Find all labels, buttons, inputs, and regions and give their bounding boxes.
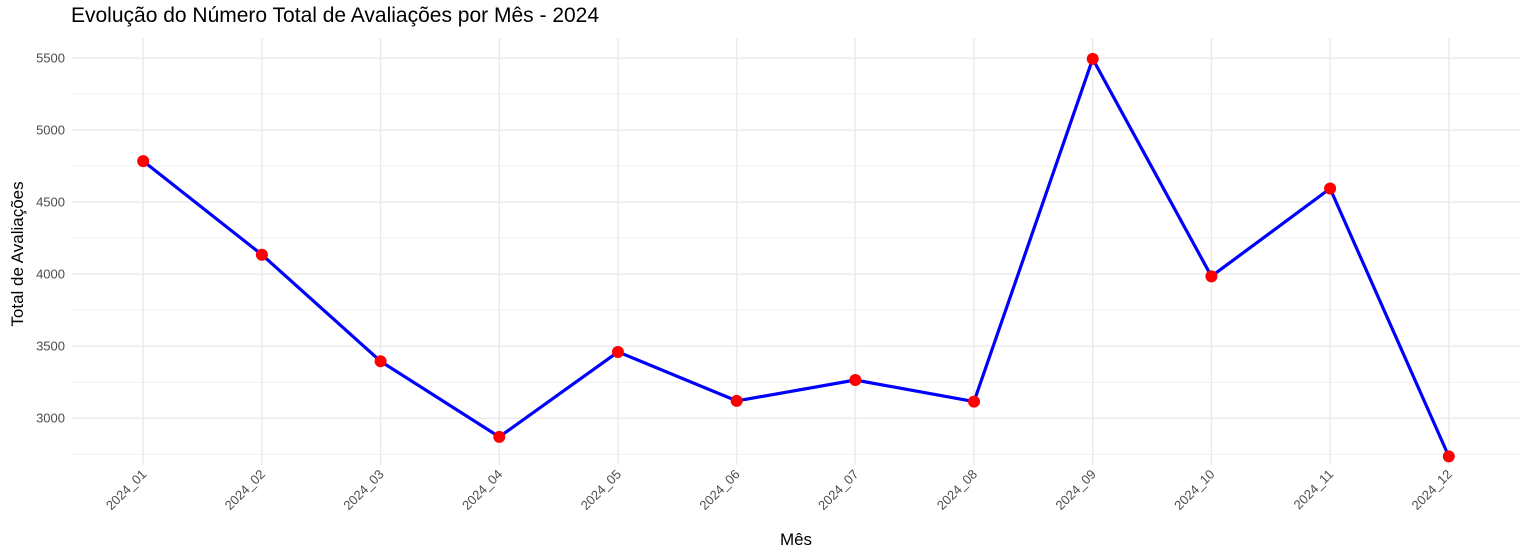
data-point-2024_07 [849,374,862,387]
data-point-2024_01 [137,155,150,168]
data-point-2024_08 [968,395,981,408]
data-point-2024_06 [730,394,743,407]
x-tick-label-2024_03: 2024_03 [340,467,386,513]
y-tick-label: 4000 [36,267,65,282]
y-tick-label: 3000 [36,411,65,426]
grid-lines [72,38,1520,465]
data-point-2024_02 [255,248,268,261]
y-tick-label: 5500 [36,51,65,66]
x-tick-label-2024_11: 2024_11 [1291,467,1337,513]
x-axis-title: Mês [780,530,812,549]
data-point-2024_12 [1442,450,1455,463]
x-tick-label-2024_08: 2024_08 [934,467,980,513]
y-axis-title: Total de Avaliações [8,181,27,326]
x-tick-label-2024_01: 2024_01 [103,467,149,513]
x-tick-label-2024_06: 2024_06 [696,467,742,513]
series-lines [142,57,1451,458]
x-tick-label-2024_04: 2024_04 [459,467,505,513]
x-tick-label-2024_12: 2024_12 [1409,467,1455,513]
x-tick-label-2024_05: 2024_05 [578,467,624,513]
data-point-2024_10 [1205,270,1218,283]
y-tick-label: 3500 [36,339,65,354]
y-tick-label: 4500 [36,195,65,210]
y-tick-label: 5000 [36,123,65,138]
series-line [142,57,1451,458]
y-tick-labels: 3000 3500 4000 4500 5000 5500 [36,51,65,426]
x-tick-label-2024_09: 2024_09 [1052,467,1098,513]
x-tick-label-2024_02: 2024_02 [222,467,268,513]
x-tick-labels: 2024_01 2024_02 2024_03 2024_04 2024_05 2024_… [103,467,1455,513]
chart-title: Evolução do Número Total de Avaliações p… [71,4,600,27]
x-tick-label-2024_07: 2024_07 [815,467,861,513]
x-tick-label-2024_10: 2024_10 [1171,467,1217,513]
data-point-2024_09 [1086,52,1099,65]
data-point-2024_04 [493,430,506,443]
data-point-2024_11 [1324,182,1337,195]
series-points [137,52,1455,463]
data-point-2024_03 [374,355,387,368]
data-point-2024_05 [611,345,624,358]
